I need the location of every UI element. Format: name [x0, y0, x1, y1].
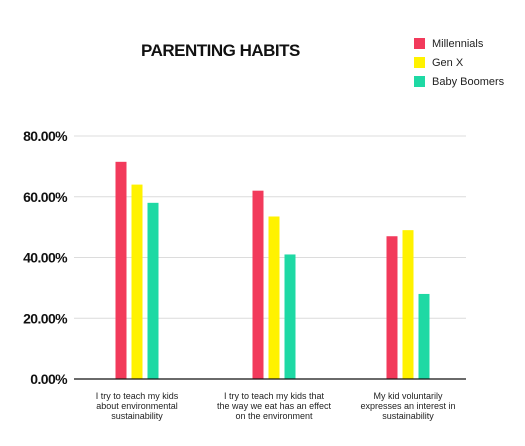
y-tick-label: 40.00% — [23, 250, 68, 266]
bar-millennials — [252, 190, 264, 379]
bar-gen-x — [402, 230, 414, 379]
bar-gen-x — [268, 216, 280, 379]
bars — [115, 161, 430, 379]
category-label-line: My kid voluntarily — [373, 391, 443, 401]
y-tick-label: 0.00% — [30, 371, 68, 387]
bar-baby-boomers — [147, 202, 159, 379]
y-tick-label: 20.00% — [23, 310, 68, 326]
legend: Millennials Gen X Baby Boomers — [414, 38, 505, 88]
axes: 0.00% 20.00% 40.00% 60.00% 80.00% — [23, 128, 466, 387]
category-label: I try to teach my kids that the way we ea… — [217, 391, 331, 421]
category-label-line: the way we eat has an effect — [217, 401, 331, 411]
category-label-line: expresses an interest in — [360, 401, 455, 411]
category-labels: I try to teach my kids about environmenta… — [96, 391, 456, 421]
category-label-line: sustainability — [382, 411, 434, 421]
legend-label: Millennials — [432, 38, 484, 50]
chart-title: PARENTING HABITS — [141, 41, 300, 60]
bar-baby-boomers — [284, 254, 296, 379]
category-label-line: I try to teach my kids that — [224, 391, 325, 401]
bar-baby-boomers — [418, 293, 430, 379]
legend-swatch — [414, 57, 425, 68]
bar-gen-x — [131, 184, 143, 379]
category-label-line: I try to teach my kids — [96, 391, 179, 401]
legend-label: Gen X — [432, 57, 464, 69]
category-label-line: sustainability — [111, 411, 163, 421]
y-tick-label: 80.00% — [23, 128, 68, 144]
category-label-line: about environmental — [96, 401, 178, 411]
category-label: My kid voluntarily expresses an interest … — [360, 391, 455, 421]
y-tick-label: 60.00% — [23, 189, 68, 205]
legend-label: Baby Boomers — [432, 76, 505, 88]
bar-millennials — [386, 236, 398, 379]
category-label: I try to teach my kids about environmenta… — [96, 391, 179, 421]
legend-swatch — [414, 38, 425, 49]
legend-swatch — [414, 76, 425, 87]
category-label-line: on the environment — [235, 411, 313, 421]
bar-millennials — [115, 161, 127, 379]
